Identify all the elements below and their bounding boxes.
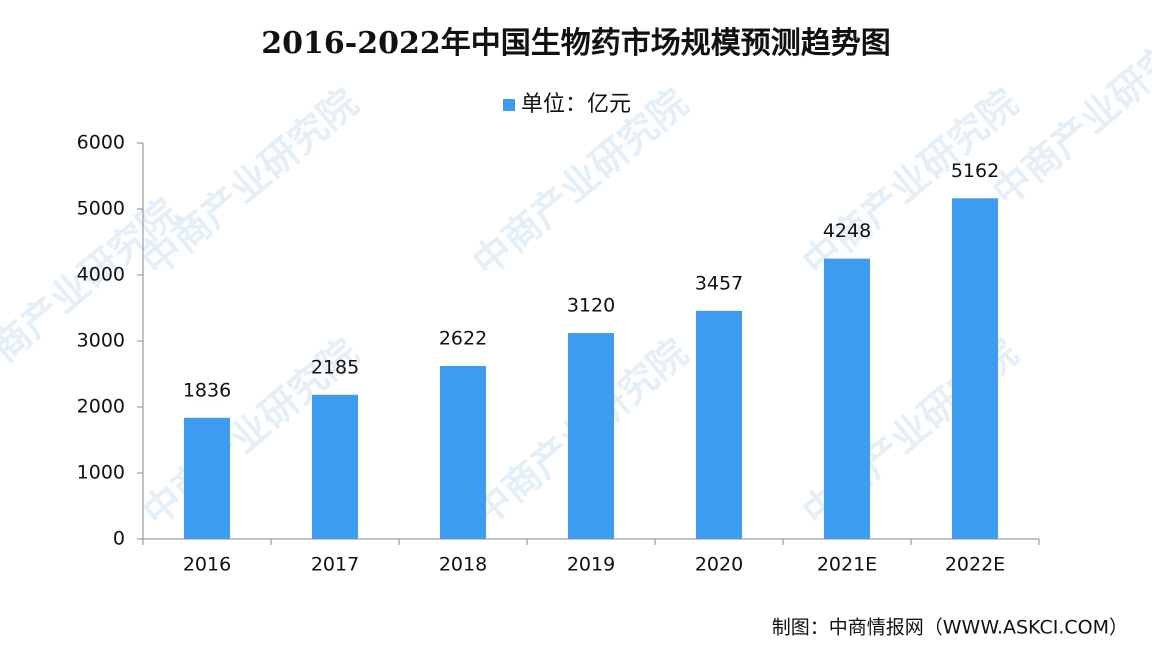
y-tick-label: 6000 (77, 132, 125, 154)
x-tick-label: 2019 (567, 554, 615, 576)
source-note: 制图：中商情报网（WWW.ASKCI.COM） (772, 617, 1128, 639)
value-label: 3457 (695, 272, 743, 294)
y-tick-label: 1000 (77, 462, 125, 484)
value-label: 4248 (823, 220, 871, 242)
x-tick-label: 2018 (439, 554, 487, 576)
bar (568, 333, 614, 539)
x-tick-label: 2022E (945, 554, 1005, 576)
bar (824, 258, 870, 539)
x-tick-label: 2016 (183, 554, 231, 576)
y-tick-label: 2000 (77, 396, 125, 418)
y-tick-label: 0 (113, 528, 125, 550)
bar (696, 310, 742, 539)
bar (440, 365, 486, 539)
x-tick-label: 2021E (817, 554, 877, 576)
watermark: 中商产业研究院 (134, 80, 366, 285)
bar (184, 417, 230, 539)
x-tick-label: 2020 (695, 554, 743, 576)
bar (952, 198, 998, 540)
y-tick-label: 5000 (77, 198, 125, 220)
watermark: 中商产业研究院 (0, 190, 186, 395)
legend-label: 单位：亿元 (521, 92, 631, 117)
bar (312, 394, 358, 539)
value-label: 2185 (311, 356, 359, 378)
value-label: 5162 (951, 160, 999, 182)
value-label: 1836 (183, 379, 231, 401)
chart-title: 2016-2022年中国生物药市场规模预测趋势图 (261, 26, 890, 61)
x-tick-label: 2017 (311, 554, 359, 576)
value-label: 2622 (439, 327, 487, 349)
value-label: 3120 (567, 295, 615, 317)
legend-swatch (503, 99, 515, 111)
y-tick-label: 3000 (77, 330, 125, 352)
y-tick-label: 4000 (77, 264, 125, 286)
